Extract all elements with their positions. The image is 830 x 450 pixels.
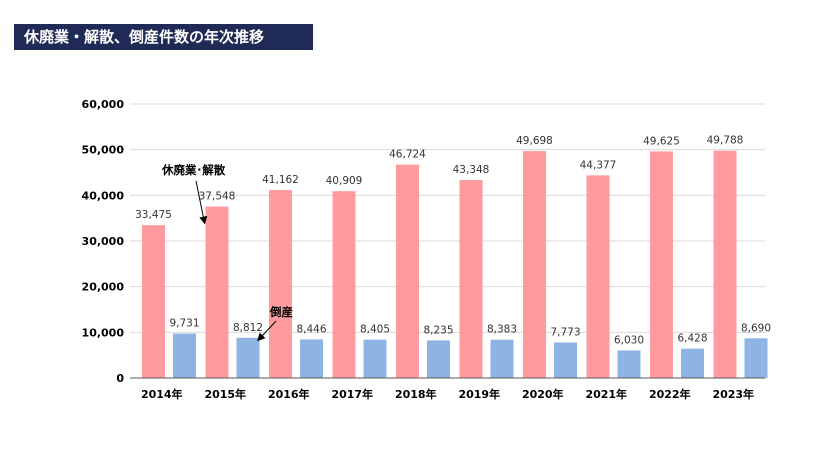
annotation-tosan: 倒産 [269,305,293,319]
y-tick-label: 0 [116,372,124,385]
bar-haigyo [205,206,229,378]
data-label: 46,724 [389,149,426,161]
data-label: 49,698 [516,135,553,147]
data-labels: 33,475 9,731 37,548 8,812 41,162 8,446 40,909 8… [135,135,771,347]
axes: 0 10,000 20,000 30,000 40,000 50,000 60,000 201… [82,98,765,401]
y-tick-label: 50,000 [82,144,125,157]
data-label: 33,475 [135,209,172,221]
y-tick-label: 10,000 [82,326,125,339]
x-tick-label: 2016年 [268,387,310,401]
y-tick-label: 40,000 [82,189,125,202]
bar-haigyo [650,151,673,378]
data-label: 43,348 [453,164,490,176]
y-tick-label: 60,000 [82,98,125,111]
data-label: 37,548 [199,191,236,203]
bar-haigyo [396,164,419,378]
y-tick-label: 20,000 [82,281,125,294]
data-label: 49,788 [707,135,744,147]
annotation-haigyo: 休廃業･解散 [161,163,226,177]
data-label: 40,909 [326,175,363,187]
data-label: 41,162 [262,174,299,186]
bar-tosan [236,337,260,378]
bar-tosan [490,339,514,378]
data-label: 6,428 [677,333,707,345]
x-tick-label: 2017年 [331,387,373,401]
bar-haigyo [586,175,610,378]
x-tick-label: 2020年 [522,387,564,401]
bar-haigyo [142,225,165,378]
bar-tosan [744,338,768,378]
bar-tosan [681,348,704,378]
x-tick-label: 2014年 [141,387,183,401]
data-label: 8,235 [423,324,453,336]
bars [142,150,768,378]
bar-tosan [300,339,323,378]
data-label: 7,773 [550,327,580,339]
data-label: 49,625 [643,135,680,147]
data-label: 6,030 [614,334,644,346]
bar-tosan [173,333,196,378]
bar-tosan [363,339,387,378]
bar-haigyo [269,190,292,378]
annotation-arrow [195,180,208,225]
x-tick-label: 2021年 [585,387,627,401]
bar-haigyo [523,151,546,378]
data-label: 44,377 [580,159,617,171]
data-label: 8,405 [360,324,390,336]
x-tick-label: 2018年 [395,387,437,401]
x-tick-label: 2019年 [458,387,500,401]
data-label: 8,446 [296,323,326,335]
y-tick-label: 30,000 [82,235,125,248]
x-tick-label: 2015年 [204,387,246,401]
bar-tosan [617,350,641,378]
bar-tosan [427,340,450,378]
data-label: 8,383 [487,324,517,336]
data-label: 9,731 [169,318,199,330]
bar-tosan [554,342,577,378]
data-label: 8,690 [741,322,771,334]
x-tick-label: 2023年 [712,387,754,401]
chart-title: 休廃業・解散、倒産件数の年次推移 [14,24,313,50]
annotation-arrow [257,320,277,342]
bar-haigyo [713,150,737,378]
bar-haigyo [332,191,356,378]
data-label: 8,812 [233,322,263,334]
x-tick-label: 2022年 [649,387,691,401]
bar-haigyo [459,180,483,378]
